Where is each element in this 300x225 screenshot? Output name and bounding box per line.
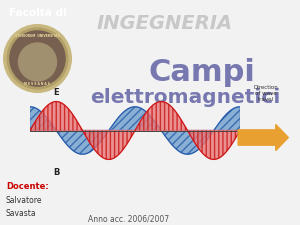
Circle shape (7, 28, 68, 89)
Text: STUDIORUM  UNIVERSITAS: STUDIORUM UNIVERSITAS (15, 34, 60, 38)
Text: Campi: Campi (148, 58, 255, 87)
Circle shape (19, 43, 56, 81)
Text: Salvatore: Salvatore (6, 196, 43, 205)
Text: Facoltà di: Facoltà di (9, 8, 67, 18)
Circle shape (10, 31, 65, 86)
Text: M E S S A N A S: M E S S A N A S (25, 82, 50, 86)
Text: Direction
of wave
travel: Direction of wave travel (253, 86, 278, 102)
Text: elettromagnetici: elettromagnetici (90, 88, 280, 107)
Text: Anno acc. 2006/2007: Anno acc. 2006/2007 (88, 215, 170, 224)
FancyArrow shape (238, 124, 288, 151)
Circle shape (4, 25, 71, 92)
Text: E: E (53, 88, 59, 97)
Text: INGEGNERIA: INGEGNERIA (97, 14, 233, 33)
Text: B: B (53, 168, 59, 177)
Text: Docente:: Docente: (6, 182, 49, 191)
Text: Savasta: Savasta (6, 209, 37, 218)
